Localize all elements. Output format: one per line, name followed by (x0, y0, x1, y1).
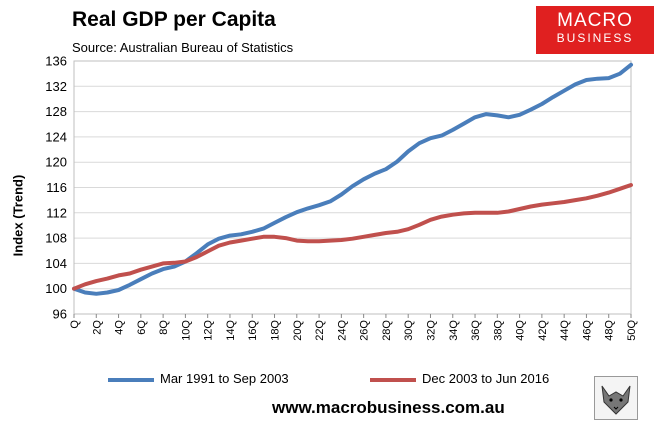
x-tick-label: 20Q (292, 320, 304, 341)
y-tick-label: 132 (45, 79, 67, 94)
x-tick-label: 14Q (225, 320, 237, 341)
series-line-1 (72, 62, 633, 296)
chart-title: Real GDP per Capita (72, 8, 276, 31)
website-url: www.macrobusiness.com.au (272, 398, 505, 417)
x-tick-label: 42Q (537, 320, 549, 341)
x-tick-label: 10Q (180, 320, 192, 341)
legend-item-series-2: Dec 2003 to Jun 2016 (370, 371, 549, 386)
chart-subtitle: Source: Australian Bureau of Statistics (72, 40, 294, 55)
legend-item-series-1: Mar 1991 to Sep 2003 (108, 371, 289, 386)
x-tick-label: 28Q (381, 320, 393, 341)
legend-label-series-2: Dec 2003 to Jun 2016 (422, 371, 550, 386)
legend-label-series-1: Mar 1991 to Sep 2003 (160, 371, 289, 386)
series-line-2 (72, 183, 633, 291)
x-tick-label: 6Q (136, 320, 148, 335)
logo-line-2: BUSINESS (556, 31, 634, 45)
x-tick-label: 40Q (515, 320, 527, 341)
x-tick-label: 12Q (203, 320, 215, 341)
x-tick-label: 34Q (448, 320, 460, 341)
x-tick-label: 48Q (604, 320, 616, 341)
x-tick-label: 22Q (314, 320, 326, 341)
x-tick-label: 8Q (158, 320, 170, 335)
y-tick-label: 124 (45, 129, 67, 144)
legend-swatch-blue (108, 377, 154, 382)
x-tick-label: 36Q (470, 320, 482, 341)
y-tick-label: 120 (45, 155, 67, 170)
macrobusiness-logo: MACRO BUSINESS (536, 6, 654, 54)
y-tick-label: 136 (45, 54, 67, 69)
x-tick-label: 50Q (626, 320, 638, 341)
x-tick-label: 44Q (559, 320, 571, 341)
x-tick-label: 4Q (114, 320, 126, 335)
x-tick-label: 30Q (403, 320, 415, 341)
x-tick-label: 32Q (425, 320, 437, 341)
y-tick-label: 104 (45, 256, 67, 271)
y-tick-label: 108 (45, 231, 67, 246)
x-tick-label: Q (69, 320, 81, 329)
x-tick-label: 16Q (247, 320, 259, 341)
plot-area-border (73, 60, 632, 315)
logo-line-1: MACRO (557, 10, 633, 31)
x-tick-label: 46Q (581, 320, 593, 341)
y-tick-label: 96 (53, 307, 67, 322)
x-tick-label: 2Q (91, 320, 103, 335)
x-tick-label: 18Q (270, 320, 282, 341)
y-tick-label: 128 (45, 104, 67, 119)
legend-swatch-red (370, 377, 416, 382)
y-tick-label: 112 (46, 205, 67, 220)
fox-logo-icon (594, 376, 638, 420)
x-tick-label: 38Q (492, 320, 504, 341)
x-tick-label: 26Q (359, 320, 371, 341)
x-tick-label: 24Q (336, 320, 348, 341)
y-tick-label: 116 (46, 180, 67, 195)
y-tick-label: 100 (45, 281, 67, 296)
